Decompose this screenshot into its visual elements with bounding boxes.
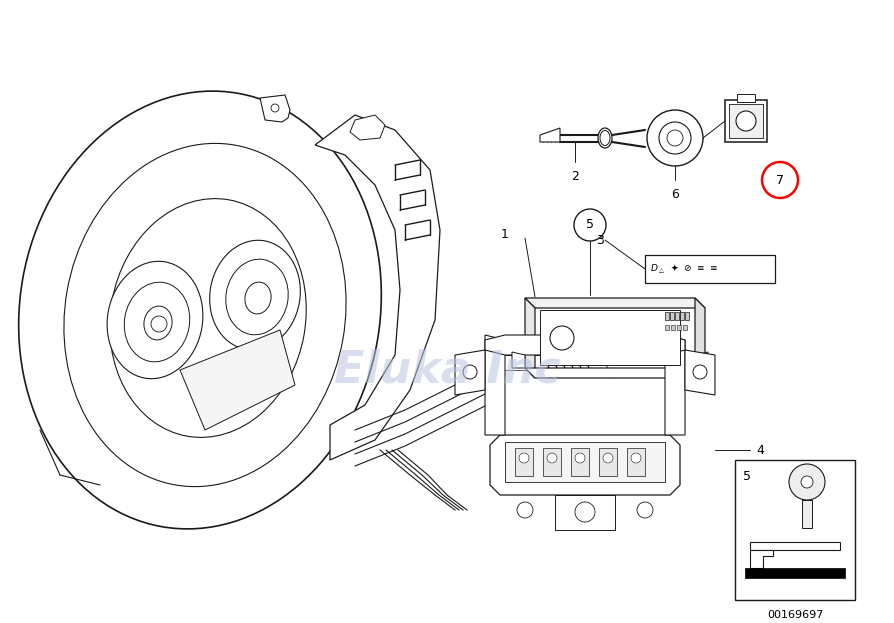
Text: 3: 3: [596, 234, 604, 247]
Polygon shape: [315, 115, 440, 460]
Polygon shape: [695, 298, 705, 378]
Bar: [670, 312, 674, 320]
Bar: [737, 94, 755, 102]
Bar: [627, 448, 645, 476]
Circle shape: [667, 130, 683, 146]
Polygon shape: [180, 330, 295, 430]
Text: 2: 2: [571, 170, 579, 183]
Circle shape: [736, 111, 756, 131]
Ellipse shape: [110, 199, 307, 437]
Ellipse shape: [226, 259, 288, 335]
Polygon shape: [555, 495, 615, 530]
Bar: [680, 312, 684, 320]
Ellipse shape: [600, 130, 610, 146]
Text: 5: 5: [743, 470, 751, 483]
Bar: [725, 100, 767, 142]
Bar: [571, 448, 589, 476]
Polygon shape: [750, 542, 840, 550]
Circle shape: [574, 209, 606, 241]
Bar: [685, 312, 689, 320]
Text: 4: 4: [756, 444, 764, 457]
Bar: [599, 448, 617, 476]
Polygon shape: [350, 115, 385, 140]
Ellipse shape: [210, 240, 300, 350]
Bar: [505, 442, 665, 482]
Circle shape: [547, 453, 557, 463]
Bar: [735, 460, 855, 600]
Ellipse shape: [245, 282, 271, 314]
Ellipse shape: [63, 143, 346, 487]
Polygon shape: [490, 435, 680, 495]
Text: 7: 7: [776, 173, 784, 186]
Bar: [665, 325, 669, 330]
Circle shape: [575, 453, 585, 463]
Circle shape: [631, 453, 641, 463]
Bar: [543, 448, 561, 476]
Bar: [745, 568, 845, 578]
Polygon shape: [665, 335, 685, 435]
Circle shape: [603, 453, 613, 463]
Bar: [540, 310, 680, 365]
Ellipse shape: [19, 91, 382, 529]
Circle shape: [637, 502, 653, 518]
Ellipse shape: [598, 128, 612, 148]
Bar: [675, 312, 679, 320]
Circle shape: [517, 502, 533, 518]
Circle shape: [271, 104, 279, 112]
Polygon shape: [485, 335, 505, 435]
Polygon shape: [525, 298, 705, 308]
Circle shape: [789, 464, 825, 500]
Polygon shape: [685, 350, 715, 395]
Circle shape: [519, 453, 529, 463]
Polygon shape: [525, 298, 535, 378]
Bar: [665, 312, 669, 320]
Circle shape: [659, 122, 691, 154]
Circle shape: [647, 110, 703, 166]
Ellipse shape: [144, 306, 173, 340]
Polygon shape: [260, 95, 290, 122]
Bar: [802, 500, 812, 528]
Bar: [671, 325, 675, 330]
Text: 1: 1: [501, 229, 509, 242]
Bar: [645, 255, 775, 283]
Circle shape: [151, 316, 167, 332]
Text: 5: 5: [586, 219, 594, 232]
Text: $D_{\triangle}$  ✦  $\oslash$  ≡  ≡: $D_{\triangle}$ ✦ $\oslash$ ≡ ≡: [650, 262, 719, 276]
Ellipse shape: [107, 261, 203, 379]
Bar: [677, 325, 681, 330]
Polygon shape: [695, 352, 708, 368]
Text: 00169697: 00169697: [767, 610, 823, 620]
Circle shape: [550, 326, 574, 350]
Text: 6: 6: [671, 188, 679, 201]
Bar: [683, 325, 687, 330]
Polygon shape: [512, 352, 525, 368]
Ellipse shape: [124, 282, 190, 362]
Polygon shape: [750, 550, 773, 568]
Circle shape: [693, 365, 707, 379]
Circle shape: [575, 502, 595, 522]
Polygon shape: [455, 350, 485, 395]
Circle shape: [801, 476, 813, 488]
Circle shape: [463, 365, 477, 379]
Polygon shape: [525, 368, 705, 378]
Bar: [515, 448, 533, 476]
Polygon shape: [485, 335, 685, 355]
Polygon shape: [540, 128, 560, 142]
Bar: [729, 104, 763, 138]
Circle shape: [762, 162, 798, 198]
Text: Eluka Inc: Eluka Inc: [333, 348, 561, 391]
